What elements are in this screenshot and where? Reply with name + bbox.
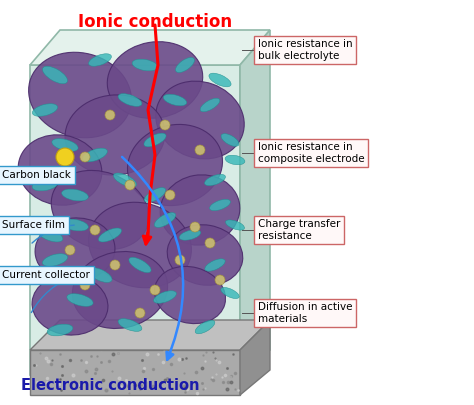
Ellipse shape — [155, 213, 176, 227]
Polygon shape — [240, 30, 270, 375]
Text: Current collector: Current collector — [2, 270, 90, 280]
Circle shape — [165, 190, 175, 200]
Circle shape — [135, 308, 145, 318]
Ellipse shape — [118, 94, 142, 107]
Ellipse shape — [67, 294, 93, 306]
Ellipse shape — [47, 324, 73, 336]
Circle shape — [56, 148, 74, 166]
Ellipse shape — [221, 134, 239, 146]
Ellipse shape — [28, 52, 131, 138]
Ellipse shape — [160, 175, 240, 245]
Ellipse shape — [62, 189, 88, 201]
Polygon shape — [30, 65, 240, 375]
Text: Carbon black: Carbon black — [2, 170, 71, 180]
Ellipse shape — [43, 66, 67, 84]
Ellipse shape — [221, 288, 239, 298]
Ellipse shape — [82, 148, 107, 162]
Ellipse shape — [144, 188, 166, 202]
Circle shape — [80, 152, 90, 162]
Polygon shape — [30, 350, 240, 395]
Circle shape — [160, 120, 170, 130]
Polygon shape — [240, 320, 270, 395]
Polygon shape — [30, 30, 270, 65]
Ellipse shape — [164, 94, 187, 106]
Ellipse shape — [88, 268, 112, 282]
Text: Ionic resistance in
bulk electrolyte: Ionic resistance in bulk electrolyte — [258, 39, 353, 61]
Ellipse shape — [226, 220, 245, 230]
Ellipse shape — [205, 259, 225, 271]
Ellipse shape — [155, 266, 226, 324]
Text: Charge transfer
resistance: Charge transfer resistance — [258, 219, 340, 241]
Circle shape — [205, 238, 215, 248]
Text: Surface film: Surface film — [2, 220, 65, 230]
Text: Electronic conduction: Electronic conduction — [21, 378, 199, 393]
Ellipse shape — [118, 319, 142, 331]
Text: Diffusion in active
materials: Diffusion in active materials — [258, 302, 353, 324]
Text: Ionic resistance in
composite electrode: Ionic resistance in composite electrode — [258, 142, 365, 164]
Ellipse shape — [144, 133, 166, 147]
Circle shape — [195, 145, 205, 155]
Ellipse shape — [65, 95, 165, 175]
Ellipse shape — [113, 173, 137, 187]
Ellipse shape — [132, 59, 158, 71]
Ellipse shape — [128, 124, 222, 206]
Ellipse shape — [179, 230, 201, 240]
Ellipse shape — [32, 275, 108, 335]
Ellipse shape — [62, 219, 88, 231]
Circle shape — [90, 225, 100, 235]
Circle shape — [105, 110, 115, 120]
Circle shape — [125, 180, 135, 190]
Ellipse shape — [52, 139, 78, 151]
Ellipse shape — [89, 54, 111, 66]
Ellipse shape — [32, 104, 58, 116]
Ellipse shape — [18, 135, 102, 205]
Circle shape — [65, 245, 75, 255]
Ellipse shape — [42, 254, 68, 266]
Circle shape — [80, 280, 90, 290]
Ellipse shape — [210, 199, 230, 211]
Ellipse shape — [73, 252, 168, 328]
Circle shape — [175, 255, 185, 265]
Ellipse shape — [32, 179, 58, 191]
Ellipse shape — [175, 58, 194, 72]
Polygon shape — [30, 320, 270, 350]
Ellipse shape — [154, 291, 176, 303]
Ellipse shape — [129, 258, 151, 273]
Ellipse shape — [35, 218, 115, 282]
Ellipse shape — [205, 174, 226, 185]
Ellipse shape — [37, 228, 63, 242]
Ellipse shape — [209, 73, 231, 87]
FancyArrowPatch shape — [122, 157, 183, 360]
Ellipse shape — [89, 202, 191, 288]
Ellipse shape — [107, 42, 203, 118]
Ellipse shape — [225, 155, 245, 165]
Circle shape — [190, 222, 200, 232]
Ellipse shape — [195, 320, 215, 334]
Ellipse shape — [99, 228, 121, 242]
Ellipse shape — [156, 81, 244, 159]
Text: Ionic conduction: Ionic conduction — [78, 13, 232, 31]
Ellipse shape — [167, 225, 243, 285]
Ellipse shape — [200, 98, 220, 112]
Circle shape — [110, 260, 120, 270]
Ellipse shape — [51, 171, 149, 249]
Circle shape — [215, 275, 225, 285]
Circle shape — [150, 285, 160, 295]
